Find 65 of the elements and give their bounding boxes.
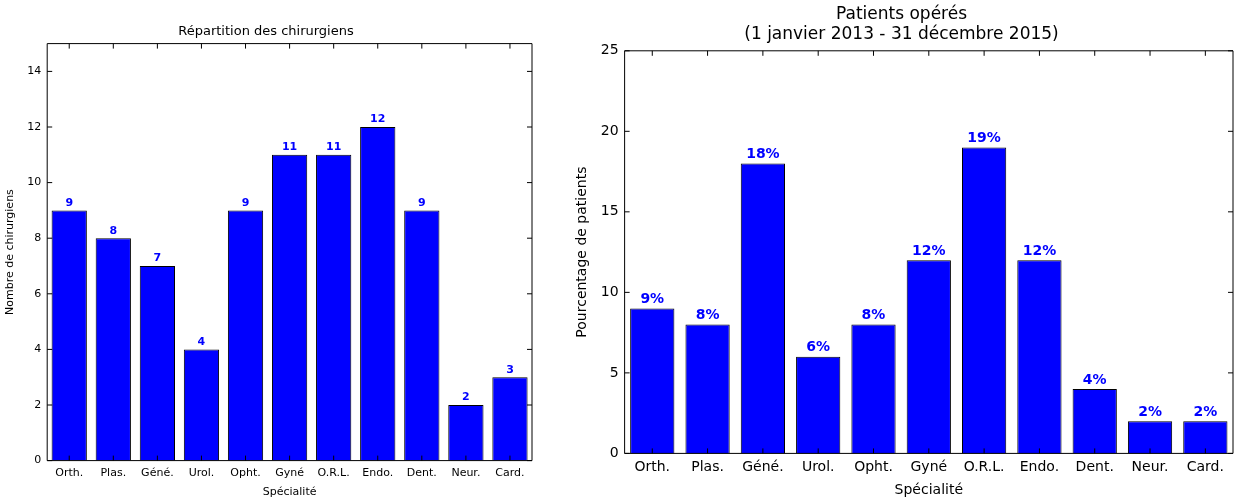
chart-subtitle: (1 janvier 2013 - 31 décembre 2015) [744,23,1059,44]
data-label: 19% [967,129,1001,146]
data-label: 11 [326,140,342,154]
x-tick-label: Plas. [100,466,127,480]
data-label: 8% [861,306,886,323]
y-tick-label: 15 [600,202,619,219]
data-label: 9 [65,195,74,209]
data-label: 12% [912,241,946,258]
data-label: 7 [153,251,162,265]
y-tick-label: 0 [34,453,42,467]
x-tick-label: Géné. [141,466,174,480]
x-tick-label: Endo. [1019,458,1060,475]
x-tick-label: Plas. [691,458,724,475]
x-tick-label: Orth. [55,466,84,480]
x-tick-label: Gyné [275,466,305,480]
x-tick-label: Neur. [1131,458,1169,475]
y-axis-title: Nombre de chirurgiens [3,188,17,316]
data-label: 2% [1193,402,1218,419]
data-label: 12 [370,112,386,126]
y-tick-label: 6 [34,286,42,300]
y-tick-label: 5 [609,363,619,380]
y-tick-label: 2 [34,397,42,411]
chart-title: Répartition des chirurgiens [178,23,354,39]
data-label: 8 [109,223,118,237]
x-tick-label: O.R.L. [963,458,1005,475]
x-tick-label: Endo. [362,466,394,480]
data-label: 18% [746,145,780,162]
y-tick-label: 20 [600,121,619,138]
x-tick-label: Urol. [188,466,215,480]
data-label: 9 [241,195,250,209]
data-label: 8% [695,306,720,323]
data-label: 4 [197,334,206,348]
x-tick-label: Card. [1186,458,1224,475]
data-label: 12% [1022,241,1057,258]
y-tick-label: 8 [34,231,42,245]
x-tick-label: Géné. [742,458,784,475]
x-tick-label: Card. [495,466,525,480]
data-label: 3 [506,362,514,376]
y-tick-label: 10 [27,175,42,189]
y-tick-label: 25 [600,41,619,58]
x-tick-label: O.R.L. [317,466,350,480]
x-tick-label: Neur. [451,466,481,480]
y-axis-title: Pourcentage de patients [573,166,590,338]
x-axis-title: Spécialité [894,481,964,498]
y-tick-label: 0 [609,444,619,461]
y-tick-label: 10 [600,283,619,299]
x-tick-label: Opht. [230,466,261,480]
chart-title: Patients opérés [835,2,968,23]
data-label: 2 [462,390,470,404]
x-tick-label: Gyné [910,458,948,475]
x-tick-label: Opht. [854,458,893,475]
x-tick-label: Urol. [801,458,835,475]
y-tick-label: 4 [34,342,42,356]
data-label: 6% [806,338,831,355]
x-axis-title: Spécialité [262,485,317,499]
data-label: 2% [1138,402,1162,419]
data-label: 9 [417,195,426,209]
x-tick-label: Dent. [1075,458,1114,475]
x-tick-label: Orth. [634,458,671,475]
data-label: 9% [640,290,665,307]
x-tick-label: Dent. [406,466,437,480]
data-label: 4% [1082,370,1107,387]
y-tick-label: 12 [27,119,42,133]
y-tick-label: 14 [27,64,42,78]
data-label: 11 [281,140,298,154]
